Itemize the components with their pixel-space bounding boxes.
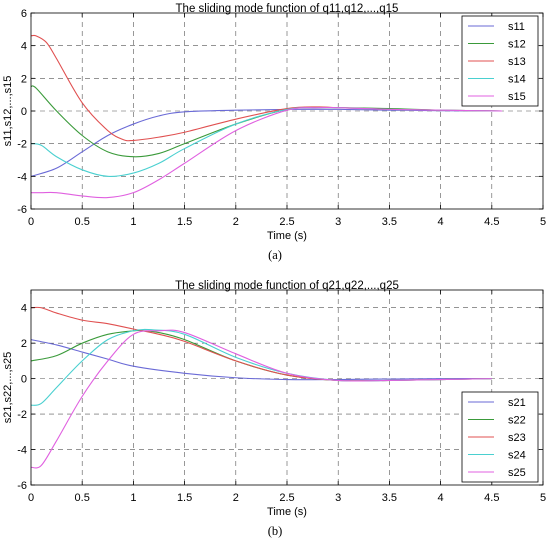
chart-title: The sliding mode function of q21,q22,...… (175, 280, 399, 292)
y-tick-label: -2 (17, 139, 27, 151)
series-line-s11 (30, 108, 503, 177)
x-tick-label: 2 (233, 492, 239, 504)
x-tick-label: 3 (335, 216, 341, 228)
x-tick-label: 1 (130, 216, 136, 228)
x-tick-label: 1 (130, 492, 136, 504)
x-tick-label: 0.5 (75, 492, 90, 504)
legend-label-s11: s11 (508, 21, 525, 33)
x-tick-label: 4.5 (484, 492, 499, 504)
x-tick-label: 2 (233, 216, 239, 228)
x-tick-label: 5 (540, 492, 546, 504)
x-tick-label: 4.5 (484, 216, 499, 228)
legend-label-s12: s12 (508, 39, 526, 51)
legend-label-s21: s21 (508, 397, 526, 409)
x-tick-label: 1.5 (177, 492, 192, 504)
figure-caption: (a) (268, 248, 282, 262)
chart-2: 0 0.5 1 1.5 2 2.5 3 3.5 4 4.5 5 -6 -4 -2 0 2 4 The slidin… (2, 280, 546, 538)
chart-1: 0 0.5 1 1.5 2 2.5 3 3.5 4 4.5 5 -6 -4 -2 0 2 4 6 The slidi… (2, 3, 546, 262)
legend-label-s13: s13 (508, 56, 526, 68)
y-axis-label: s11,s12,...,s15 (2, 76, 14, 147)
y-axis-label: s21,s22,...,s25 (2, 352, 14, 424)
series-line-s21 (30, 339, 492, 381)
y-tick-label: -2 (17, 409, 27, 421)
x-tick-label: 1.5 (177, 216, 192, 228)
x-tick-label: 0.5 (75, 216, 90, 228)
legend-label-s22: s22 (508, 415, 526, 427)
y-tick-label: -4 (17, 445, 27, 457)
y-tick-label: 0 (21, 106, 27, 118)
x-tick-label: 3.5 (382, 492, 397, 504)
y-tick-label: -6 (17, 480, 27, 492)
y-tick-label: 2 (21, 73, 27, 85)
legend: s21 s22 s23 s24 s25 (461, 391, 539, 483)
x-tick-label: 2.5 (279, 216, 294, 228)
legend-label-s23: s23 (508, 432, 526, 444)
x-tick-label: 2.5 (279, 492, 294, 504)
y-tick-label: 4 (21, 303, 27, 315)
x-axis-label: Time (s) (267, 506, 307, 518)
x-tick-label: 0 (28, 492, 34, 504)
x-tick-label: 4 (438, 492, 444, 504)
y-tick-label: 4 (21, 41, 27, 53)
x-tick-label: 4 (438, 216, 444, 228)
legend-label-s15: s15 (508, 91, 526, 103)
y-tick-label: 6 (21, 8, 27, 20)
x-tick-label: 3 (335, 492, 341, 504)
series-line-s15 (30, 106, 503, 199)
x-tick-label: 0 (28, 216, 34, 228)
legend-label-s25: s25 (508, 467, 526, 479)
y-tick-label: 0 (21, 374, 27, 386)
legend-label-s24: s24 (508, 450, 526, 462)
series-line-s12 (30, 85, 503, 158)
x-axis-label: Time (s) (267, 230, 307, 242)
chart-title: The sliding mode function of q11,q12,...… (176, 3, 399, 15)
x-tick-label: 5 (540, 216, 546, 228)
y-tick-label: 2 (21, 338, 27, 350)
series-line-s25 (30, 329, 492, 469)
figure-caption: (b) (268, 524, 283, 538)
legend: s11 s12 s13 s14 s15 (461, 15, 539, 107)
x-tick-label: 3.5 (382, 216, 397, 228)
y-tick-label: -6 (17, 204, 27, 216)
legend-label-s14: s14 (508, 74, 526, 86)
y-tick-label: -4 (17, 171, 27, 183)
